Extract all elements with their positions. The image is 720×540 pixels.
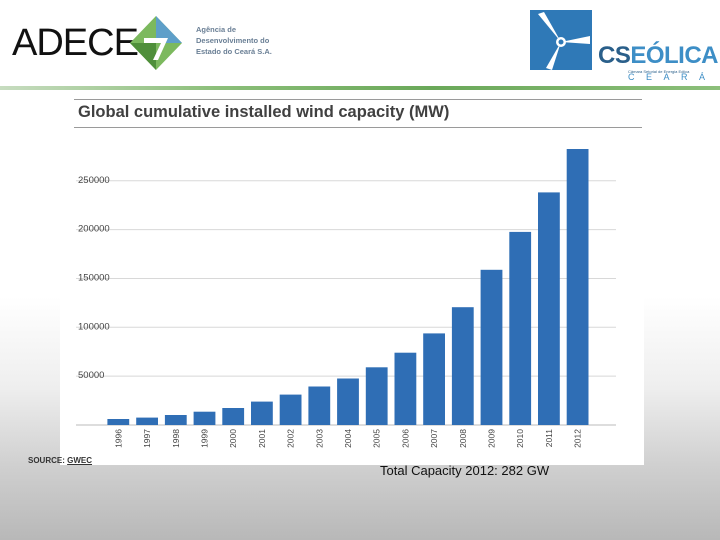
cseolica-subtitle: Câmara Setorial de Energia Eólica [628,69,690,74]
ceara-wordmark: CEARÁ [628,72,717,82]
bar-1998 [164,415,187,425]
x-tick-label: 1997 [142,429,152,448]
x-tick-label: 2008 [458,429,468,448]
x-tick-label: 2006 [400,429,410,448]
header-bar: ADECE Agência de Desenvolvimento do Esta… [0,0,720,88]
bar-2011 [538,192,560,425]
adece-logo-text: ADECE [12,22,139,64]
x-tick-label: 2002 [286,429,296,448]
x-tick-label: 2009 [487,429,497,448]
y-tick-label: 150000 [78,272,110,283]
x-tick-label: 1999 [200,429,210,448]
source-name: GWEC [67,456,93,465]
x-tick-label: 2005 [372,429,382,448]
bar-2004 [337,378,359,425]
total-capacity-caption: Total Capacity 2012: 282 GW [380,463,550,478]
bar-2001 [251,401,273,425]
cs-part: CS [598,42,631,69]
bar-1999 [193,411,216,425]
agency-name: Agência de Desenvolvimento do Estado do … [196,24,272,57]
y-tick-label: 50000 [78,370,104,381]
x-tick-label: 2010 [515,429,525,448]
chart-source: SOURCE: GWEC [28,456,92,465]
x-tick-label: 1998 [171,429,181,448]
bar-1996 [107,419,130,425]
eolica-part: EÓLICA [630,42,719,69]
title-rule [74,127,642,128]
y-tick-label: 250000 [78,175,110,186]
bar-2006 [394,352,417,425]
y-tick-label: 100000 [78,321,110,332]
bar-2002 [279,394,302,425]
chart-title: Global cumulative installed wind capacit… [78,103,450,121]
cseolica-logo-text: CSEÓLICA [598,42,719,70]
bar-2003 [308,386,331,425]
x-tick-label: 2012 [573,429,583,448]
agency-line: Estado do Ceará S.A. [196,47,272,56]
adece-logo-icon [130,16,182,70]
x-tick-label: 2003 [314,429,324,448]
title-rule [74,99,642,100]
bar-2009 [480,269,503,425]
agency-line: Desenvolvimento do [196,36,270,45]
x-tick-label: 2011 [544,429,554,448]
wind-turbine-icon [530,10,592,70]
x-tick-label: 1996 [113,429,123,448]
chart-panel: Global cumulative installed wind capacit… [60,97,644,465]
bar-2005 [365,367,388,425]
agency-line: Agência de [196,25,237,34]
bar-chart: 50000 100000 150000 200000 250000 1996 1997 19… [76,149,616,448]
bar-2008 [451,307,474,425]
bar-1997 [136,417,158,425]
x-tick-label: 2007 [429,429,439,448]
header-divider [0,86,720,90]
source-prefix: SOURCE: [28,456,68,465]
x-tick-label: 2001 [257,429,267,448]
x-tick-label: 2004 [343,429,353,448]
bar-2007 [423,333,445,425]
y-tick-label: 200000 [78,224,110,235]
bar-2010 [509,231,532,425]
bar-2012 [566,149,589,425]
bar-2000 [222,408,245,425]
x-tick-label: 2000 [228,429,238,448]
